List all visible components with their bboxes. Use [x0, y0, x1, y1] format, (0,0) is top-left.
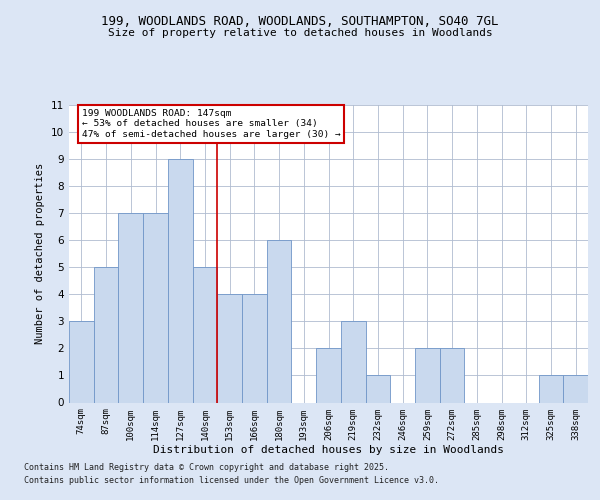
Bar	[415, 348, 440, 403]
Text: 199 WOODLANDS ROAD: 147sqm
← 53% of detached houses are smaller (34)
47% of semi: 199 WOODLANDS ROAD: 147sqm ← 53% of deta…	[82, 109, 341, 139]
Bar	[341, 322, 365, 402]
Bar	[217, 294, 242, 403]
Text: Contains public sector information licensed under the Open Government Licence v3: Contains public sector information licen…	[24, 476, 439, 485]
X-axis label: Distribution of detached houses by size in Woodlands: Distribution of detached houses by size …	[153, 445, 504, 455]
Bar	[316, 348, 341, 403]
Bar	[69, 322, 94, 402]
Bar	[365, 376, 390, 402]
Bar	[267, 240, 292, 402]
Bar	[118, 213, 143, 402]
Y-axis label: Number of detached properties: Number of detached properties	[35, 163, 46, 344]
Bar	[539, 376, 563, 402]
Bar	[168, 159, 193, 402]
Text: 199, WOODLANDS ROAD, WOODLANDS, SOUTHAMPTON, SO40 7GL: 199, WOODLANDS ROAD, WOODLANDS, SOUTHAMP…	[101, 15, 499, 28]
Bar	[94, 268, 118, 402]
Bar	[193, 268, 217, 402]
Bar	[563, 376, 588, 402]
Text: Contains HM Land Registry data © Crown copyright and database right 2025.: Contains HM Land Registry data © Crown c…	[24, 464, 389, 472]
Text: Size of property relative to detached houses in Woodlands: Size of property relative to detached ho…	[107, 28, 493, 38]
Bar	[242, 294, 267, 403]
Bar	[440, 348, 464, 403]
Bar	[143, 213, 168, 402]
